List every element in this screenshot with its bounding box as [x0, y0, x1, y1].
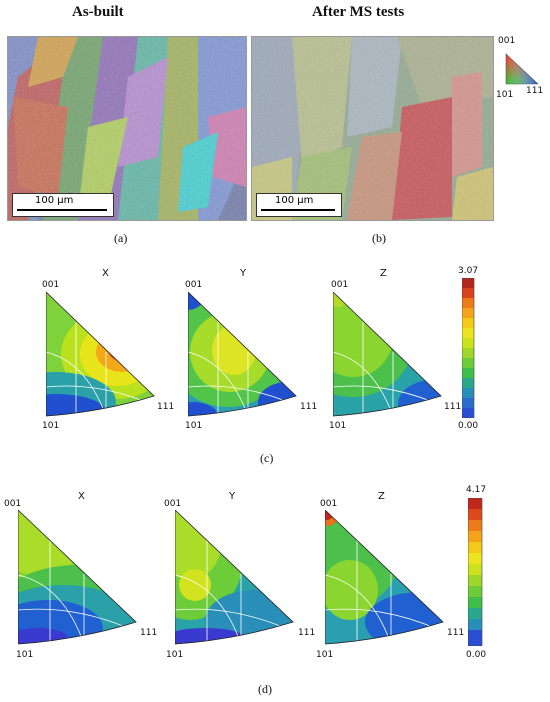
ipf-d-z-triangle [325, 510, 444, 645]
ipf-c-axis-z: Z [380, 268, 387, 279]
scale-label-as-built: 100 µm [35, 195, 74, 206]
ipf-c-y-111: 111 [300, 402, 318, 412]
ipf-d-z-111: 111 [447, 628, 465, 638]
ipf-d-y-101: 101 [166, 650, 184, 660]
ipf-d-x-101: 101 [16, 650, 34, 660]
caption-d: (d) [258, 682, 272, 696]
ipf-c-scale-min: 0.00 [458, 421, 479, 431]
ipf-c-x-111: 111 [157, 402, 175, 412]
caption-c: (c) [260, 451, 274, 465]
ipf-d-x-triangle [18, 510, 137, 645]
ipf-d-y-triangle [175, 510, 294, 645]
ipf-d-scale-max: 4.17 [466, 485, 487, 495]
ipf-c-x-001: 001 [42, 280, 60, 290]
key-label-001: 001 [498, 36, 516, 46]
ipf-c-x-triangle [46, 292, 155, 417]
ipf-d-y-001: 001 [164, 499, 182, 509]
caption-a: (a) [114, 231, 128, 245]
ipf-color-key [505, 53, 539, 85]
ipf-d-axis-y: Y [229, 491, 236, 502]
ipf-c-axis-x: X [102, 268, 109, 279]
ipf-d-z-001: 001 [320, 499, 338, 509]
ipf-d-scale-min: 0.00 [466, 650, 487, 660]
ipf-d-x-111: 111 [140, 628, 158, 638]
key-label-101: 101 [496, 90, 514, 100]
key-label-111: 111 [526, 86, 544, 96]
ipf-c-z-101: 101 [329, 421, 347, 431]
ipf-d-x-001: 001 [4, 499, 22, 509]
ipf-d-z-101: 101 [316, 650, 334, 660]
ipf-c-scale-max: 3.07 [458, 266, 479, 276]
ipf-c-colorbar [462, 278, 475, 418]
as-built-title: As-built [72, 4, 124, 20]
caption-b: (b) [372, 231, 386, 245]
ebsd-map-as-built: 100 µm [7, 36, 247, 221]
scale-line-after-ms [261, 209, 335, 211]
after-ms-tests-title: After MS tests [312, 4, 405, 20]
ebsd-map-after-ms: 100 µm [251, 36, 494, 221]
ipf-c-y-101: 101 [185, 421, 203, 431]
scale-bar-after-ms: 100 µm [256, 193, 342, 217]
ipf-c-y-001: 001 [185, 280, 203, 290]
ipf-d-colorbar [468, 498, 483, 646]
ipf-c-y-triangle [188, 292, 297, 417]
ipf-d-y-111: 111 [298, 628, 316, 638]
scale-bar-as-built: 100 µm [12, 193, 114, 217]
ipf-c-x-101: 101 [42, 421, 60, 431]
ipf-d-axis-z: Z [378, 491, 385, 502]
ipf-c-axis-y: Y [240, 268, 247, 279]
ipf-d-axis-x: X [78, 491, 85, 502]
ipf-c-z-001: 001 [331, 280, 349, 290]
ipf-c-z-triangle [333, 292, 442, 417]
scale-label-after-ms: 100 µm [275, 195, 314, 206]
scale-line-as-built [17, 209, 107, 211]
ipf-c-z-111: 111 [444, 402, 462, 412]
